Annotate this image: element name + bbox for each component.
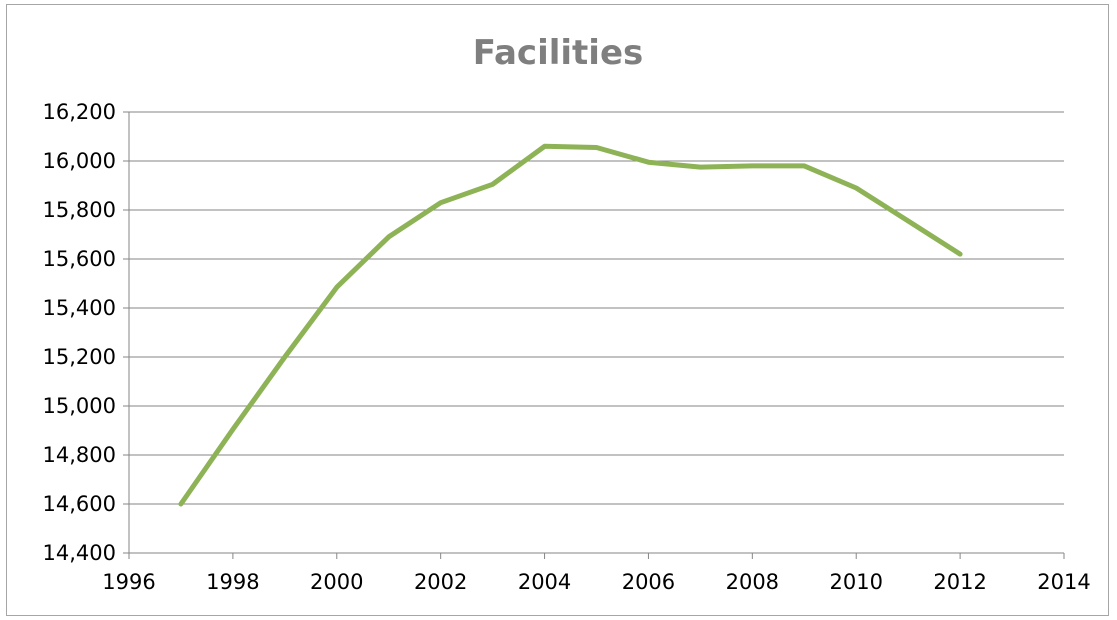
y-tick-label: 16,200 [43, 100, 116, 124]
y-tick-label: 15,200 [43, 345, 116, 369]
y-axis-ticks: 14,400 14,600 14,800 15,000 15,200 15,400 15,6… [43, 100, 129, 565]
x-axis-ticks: 1996 1998 2000 2002 2004 2006 2008 2010 2012 2014 [102, 553, 1091, 594]
series-group [178, 143, 963, 507]
x-tick-label: 1998 [206, 570, 259, 594]
x-tick-label: 2008 [726, 570, 779, 594]
x-tick-label: 2012 [933, 570, 986, 594]
y-tick-label: 14,400 [43, 541, 116, 565]
y-tick-label: 15,600 [43, 247, 116, 271]
y-tick-label: 15,400 [43, 296, 116, 320]
y-tick-label: 15,800 [43, 198, 116, 222]
x-tick-label: 2002 [414, 570, 467, 594]
x-tick-label: 2014 [1037, 570, 1090, 594]
x-tick-label: 2010 [829, 570, 882, 594]
gridlines [129, 111, 1064, 505]
y-tick-label: 15,000 [43, 394, 116, 418]
y-tick-label: 14,600 [43, 492, 116, 516]
y-tick-label: 14,800 [43, 443, 116, 467]
x-tick-label: 2000 [310, 570, 363, 594]
y-tick-label: 16,000 [43, 149, 116, 173]
chart-frame [6, 4, 1109, 616]
chart-title: Facilities [473, 33, 644, 73]
axes [128, 112, 1064, 554]
x-tick-label: 2006 [622, 570, 675, 594]
x-tick-label: 1996 [102, 570, 155, 594]
x-tick-label: 2004 [518, 570, 571, 594]
series-line [178, 143, 963, 507]
